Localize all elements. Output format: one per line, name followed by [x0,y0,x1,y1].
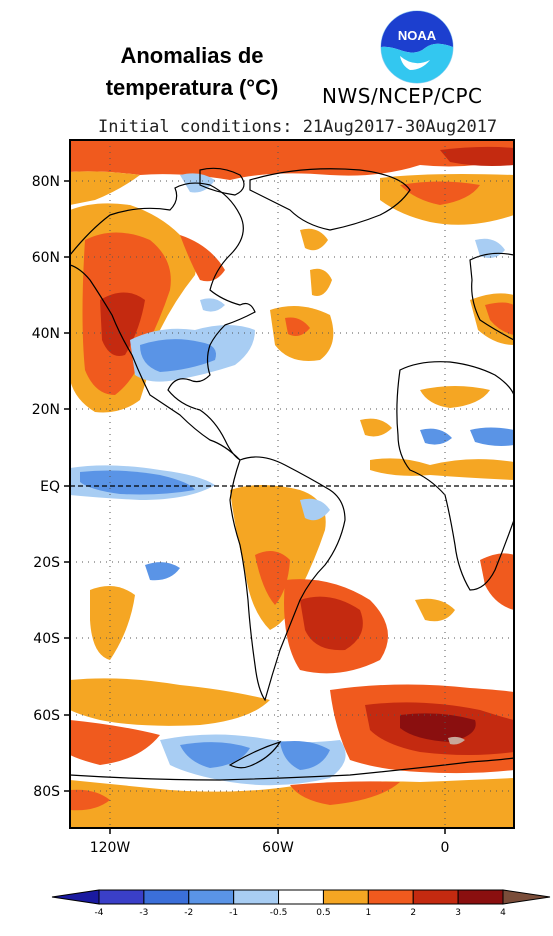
lat-label-20n: 20N [32,402,60,418]
anomaly-south-atlantic-orange [415,598,455,622]
temperature-anomaly-map: 80N 60N 40N 20N EQ 20S 40S 60S 80S 120W … [32,139,515,856]
anomaly-atlantic-orange-2 [310,268,332,296]
lat-label-60n: 60N [32,250,60,266]
colorbar-arrow-high [502,889,551,905]
colorbar-tick-label: -3 [139,908,148,918]
anomaly-east-atlantic-orange [360,418,392,437]
colorbar-labels: -4 -3 -2 -1 -0.5 0.5 1 2 3 4 [95,908,507,918]
colorbar: -4 -3 -2 -1 -0.5 0.5 1 2 3 4 [51,889,551,918]
anomaly-greenland-east-red [400,181,480,205]
coast-arctic-islands [199,167,245,196]
coast-europe [469,252,514,341]
anomaly-field [70,140,514,828]
anomaly-sw-atlantic-darkred [300,596,363,651]
lon-label-0: 0 [441,840,450,856]
coast-antarctica [70,757,514,781]
colorbar-arrow-low [51,889,100,905]
anomaly-africa-blue [470,427,514,446]
colorbar-tick-label: -0.5 [270,908,288,918]
colorbar-tick-label: -1 [229,908,238,918]
anomaly-north-atlantic-red [285,317,310,336]
anomaly-europe-red [485,302,514,335]
lat-label-eq: EQ [40,479,60,495]
colorbar-tick-label: 1 [365,908,371,918]
colorbar-segment [278,889,324,905]
map-title: Anomalias de temperatura (°C) [82,40,302,104]
anomaly-quebec-blue [200,298,225,312]
colorbar-segment [322,889,369,905]
anomaly-sahara-orange [420,386,490,408]
lat-label-20s: 20S [33,555,60,571]
anomaly-south-america-red [255,551,290,605]
anomaly-hudson-red [180,235,225,282]
coast-africa [396,361,514,591]
anomaly-south-africa-red [480,553,514,610]
coast-greenland [249,168,411,231]
anomaly-antarctic-blue-2 [280,741,330,770]
anomaly-eq-pacific-blue [80,470,195,495]
colorbar-segment [188,889,235,905]
graticule [70,140,514,828]
anomaly-sahel-blue [420,428,452,445]
lat-label-60s: 60S [33,708,60,724]
anomaly-arctic-warm [70,140,514,180]
title-line-1: Anomalias de [120,43,264,68]
logo-text: NOAA [398,28,437,43]
lat-label-40s: 40S [33,631,60,647]
map-frame [69,139,515,829]
colorbar-tick-label: 3 [455,908,461,918]
anomaly-south-pacific-orange [90,586,135,660]
colorbar-tick-label: 2 [410,908,416,918]
anomaly-antarctica-red-west [70,789,110,811]
colorbar-segment [233,889,280,905]
lat-label-80s: 80S [33,784,60,800]
lat-label-40n: 40N [32,326,60,342]
lon-label-60w: 60W [262,840,294,856]
anomaly-so-pacific-red [70,720,160,765]
title-line-2: temperatura (°C) [105,75,279,100]
noaa-logo-icon: NOAA [380,10,454,84]
colorbar-tick-label: -2 [184,908,193,918]
colorbar-segment [143,889,190,905]
anomaly-arctic-darkred [440,146,514,166]
lat-label-80n: 80N [32,174,60,190]
anomaly-arctic-orange-west [70,171,140,205]
anomaly-us-blue [140,339,216,372]
coast-south-america [229,456,346,702]
colorbar-segment [412,889,459,905]
colorbar-segment [98,889,145,905]
coast-north-america [70,182,256,461]
anomaly-west-na-darkred [100,292,145,356]
initial-conditions: Initial conditions: 21Aug2017-30Aug2017 [98,117,498,137]
colorbar-tick-label: 0.5 [316,908,330,918]
colorbar-segments [51,889,551,905]
agency-label: NWS/NCEP/CPC [322,84,483,108]
anomaly-weddell-maroon [400,713,476,742]
coastlines [70,167,514,781]
anomaly-so-pacific-orange [70,678,270,726]
anomaly-brazil-blue [300,498,330,521]
lon-label-120w: 120W [90,840,131,856]
anomaly-atlantic-orange-3 [300,228,328,251]
anomaly-antarctica-red [290,781,400,805]
anomaly-antarctica-orange [70,778,514,828]
coast-antarctic-peninsula [228,740,282,769]
anomaly-antarctic-blue-1 [180,742,250,768]
colorbar-tick-label: -4 [95,908,104,918]
colorbar-tick-label: 4 [500,908,506,918]
anomaly-se-pacific-blue [145,562,180,581]
axis-ticks [64,180,446,834]
colorbar-segment [367,889,414,905]
anomaly-weddell-max [448,736,465,745]
colorbar-segment [457,889,504,905]
